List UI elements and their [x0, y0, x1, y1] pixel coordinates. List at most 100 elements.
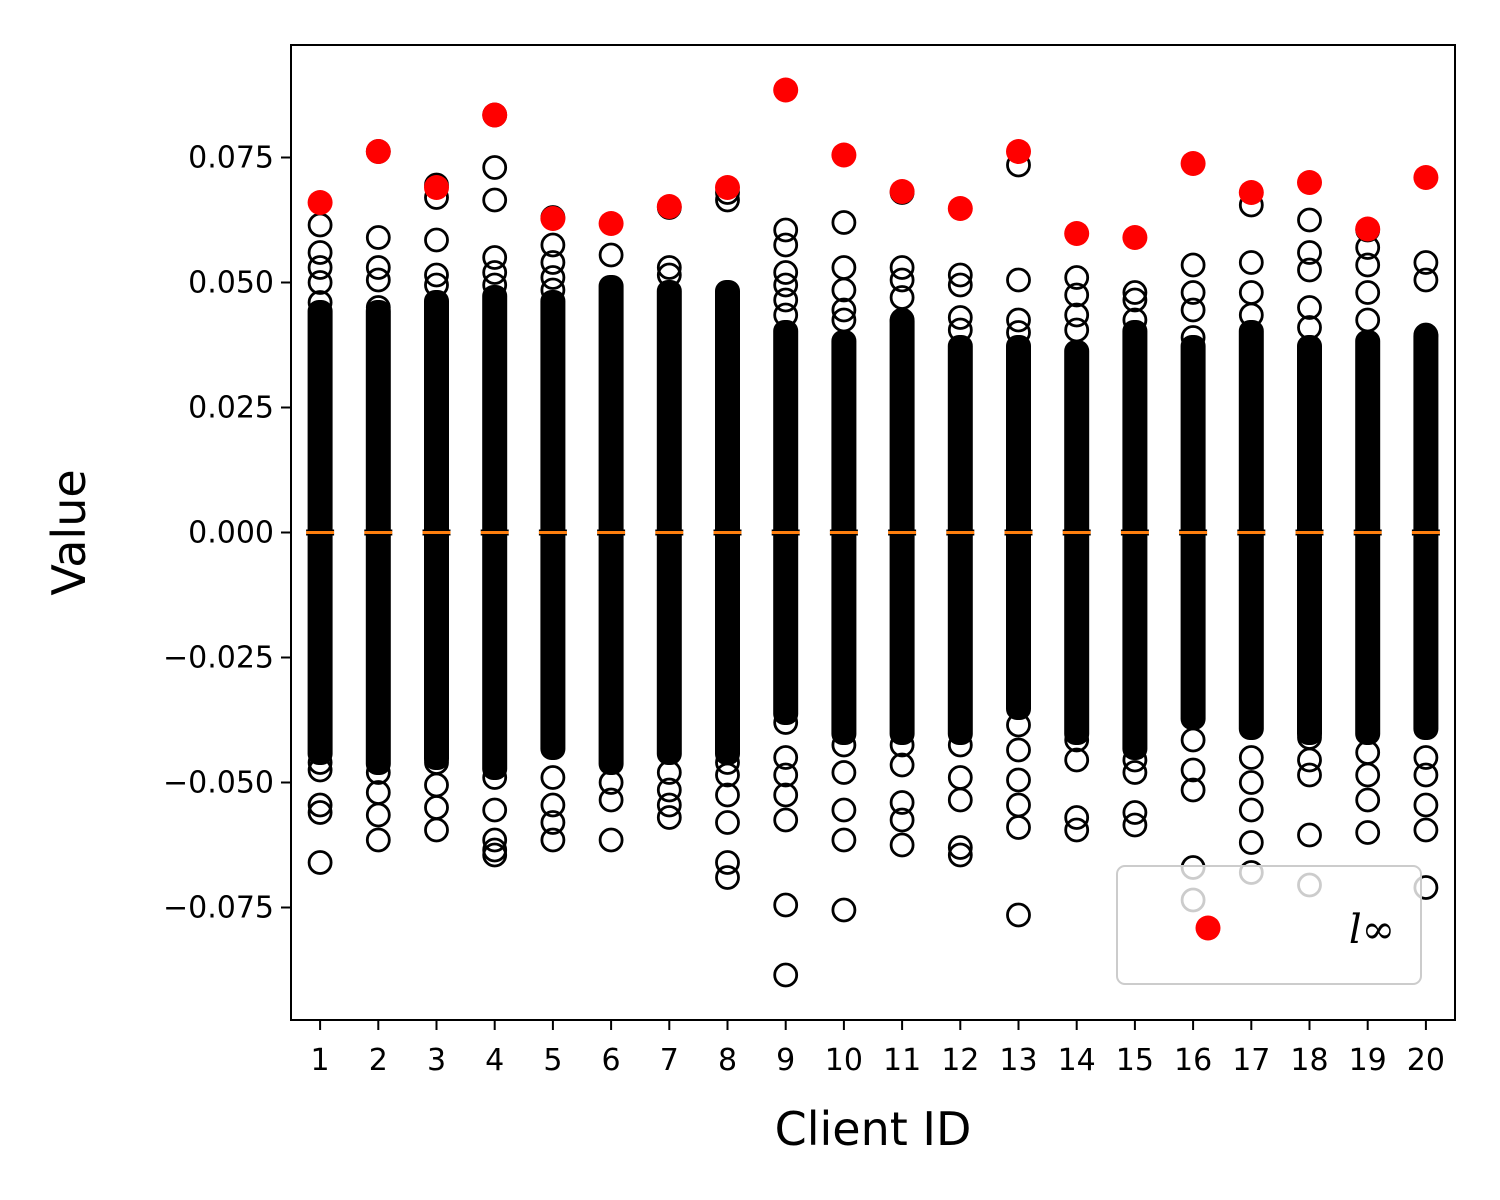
x-tick-label: 6: [602, 1043, 621, 1078]
outlier-point: [889, 267, 915, 293]
outlier-point: [947, 305, 973, 330]
dense-points: [831, 330, 857, 745]
box-client-8: [713, 180, 742, 890]
box-client-14: [1062, 265, 1091, 843]
outlier-point: [773, 807, 799, 833]
outlier-point: [889, 832, 915, 858]
outlier-point: [1355, 252, 1381, 278]
box-client-9: [771, 217, 800, 988]
outlier-point: [1006, 320, 1031, 345]
outlier-point: [1064, 265, 1090, 290]
x-tick-label: 10: [825, 1043, 863, 1078]
outlier-point: [1064, 805, 1090, 830]
outlier-point: [947, 317, 973, 343]
outlier-point: [307, 750, 333, 775]
outlier-point: [1122, 287, 1148, 313]
y-tick-label: 0.075: [188, 141, 274, 176]
outlier-point: [889, 255, 915, 280]
dense-points: [947, 335, 973, 745]
outlier-point: [307, 270, 333, 295]
outlier-point: [540, 232, 566, 258]
outlier-point: [424, 772, 449, 798]
outlier-point: [424, 262, 449, 288]
outlier-point: [947, 732, 973, 758]
outlier-point: [1122, 800, 1148, 825]
outlier-point: [1180, 252, 1206, 278]
outlier-point: [307, 240, 333, 265]
box-client-19: [1353, 217, 1382, 845]
x-tick-label: 18: [1290, 1043, 1328, 1078]
outlier-point: [715, 865, 740, 890]
outlier-point: [1006, 307, 1031, 333]
linf-point: [773, 77, 799, 103]
outlier-point: [1122, 812, 1148, 838]
outlier-point: [540, 792, 566, 818]
x-tick-label: 17: [1232, 1043, 1270, 1078]
box-client-7: [655, 195, 684, 830]
x-tick-label: 11: [883, 1043, 921, 1078]
outlier-point: [1413, 745, 1439, 770]
box-client-17: [1237, 192, 1266, 885]
x-tick-label: 8: [718, 1043, 737, 1078]
outlier-point: [482, 842, 508, 868]
outlier-point: [1413, 267, 1439, 293]
outlier-point: [598, 770, 624, 795]
outlier-point: [1238, 302, 1264, 328]
legend: l∞: [1116, 865, 1422, 985]
series-linf: [307, 77, 1439, 250]
y-axis-label: Value: [42, 469, 96, 595]
outlier-point: [947, 765, 973, 790]
dense-points: [540, 290, 566, 760]
outlier-point: [1238, 745, 1264, 770]
outlier-point: [1180, 757, 1206, 783]
linf-point: [365, 139, 391, 164]
outlier-point: [947, 787, 973, 813]
outlier-point: [831, 210, 857, 235]
outlier-point: [656, 262, 682, 288]
dense-points: [656, 280, 682, 765]
dense-points: [1355, 330, 1381, 745]
outlier-point: [365, 760, 391, 785]
outlier-point: [482, 765, 508, 790]
outlier-point: [889, 307, 915, 333]
x-tick-label: 13: [999, 1043, 1037, 1078]
outlier-point: [598, 787, 624, 813]
outlier-point: [947, 835, 973, 860]
outlier-point: [1064, 317, 1090, 343]
box-client-13: [1004, 152, 1033, 928]
outlier-point: [773, 260, 799, 285]
x-tick-label: 9: [776, 1043, 795, 1078]
plot-area: [306, 77, 1440, 988]
outlier-point: [773, 710, 799, 735]
outlier-point: [540, 277, 566, 303]
outlier-point: [1180, 280, 1206, 305]
outlier-point: [482, 272, 508, 298]
dense-points: [598, 275, 624, 775]
outlier-point: [1180, 727, 1206, 753]
outlier-point: [773, 287, 799, 313]
linf-point: [1122, 225, 1148, 250]
outlier-point: [307, 757, 333, 783]
x-axis-label: Client ID: [775, 1102, 972, 1156]
outlier-point: [773, 745, 799, 770]
box-client-11: [888, 180, 917, 858]
outlier-point: [424, 795, 449, 820]
outlier-point: [1064, 817, 1090, 843]
outlier-point: [773, 962, 799, 988]
outlier-point: [540, 765, 566, 790]
outlier-point: [715, 282, 740, 308]
outlier-point: [307, 212, 333, 238]
x-tick-label: 7: [660, 1043, 679, 1078]
outlier-point: [307, 792, 333, 818]
outlier-point: [1006, 767, 1031, 793]
outlier-point: [1413, 322, 1439, 348]
outlier-point: [831, 297, 857, 323]
outlier-point: [831, 760, 857, 785]
outlier-point: [715, 762, 740, 788]
outlier-point: [1297, 257, 1322, 283]
outlier-point: [773, 302, 799, 328]
outlier-point: [1238, 830, 1264, 855]
outlier-point: [1355, 280, 1381, 305]
outlier-point: [1355, 787, 1381, 813]
